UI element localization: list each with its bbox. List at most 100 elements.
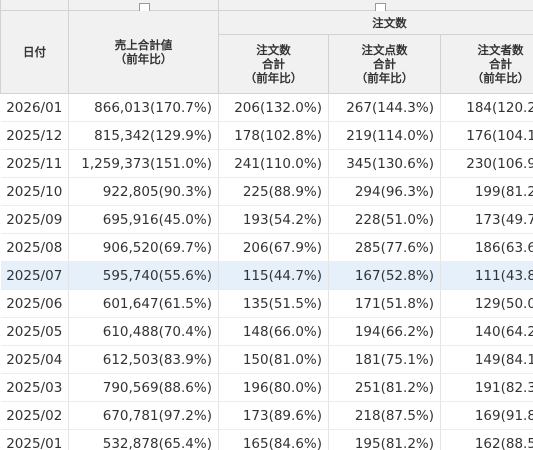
table-row[interactable]: 2025/04 612,503(83.9%) 150(81.0%) 181(75.1%…: [0, 345, 533, 374]
cell-date: 2025/09: [0, 205, 69, 234]
cell-sales: 532,878(65.4%): [68, 429, 219, 450]
cell-date: 2025/02: [0, 401, 69, 430]
column-toggle-checkbox[interactable]: [139, 3, 150, 11]
table-row[interactable]: 2025/01 532,878(65.4%) 165(84.6%) 195(81.2%…: [0, 429, 533, 450]
header-line: （前年比）: [355, 71, 414, 85]
table-row[interactable]: 2025/08 906,520(69.7%) 206(67.9%) 285(77.6%…: [0, 233, 533, 262]
table-row[interactable]: 2025/07 595,740(55.6%) 115(44.7%) 167(52.8%…: [0, 261, 533, 290]
header-line: 合計: [373, 57, 396, 71]
cell-orders: 178(102.8%): [218, 121, 329, 150]
cell-date: 2025/10: [0, 177, 69, 206]
cell-customers: 140(64.2%): [440, 317, 533, 346]
table-row[interactable]: 2025/12 815,342(129.9%) 178(102.8%) 219(114…: [0, 121, 533, 150]
cell-customers: 169(91.8%): [440, 401, 533, 430]
cell-items: 294(96.3%): [328, 177, 441, 206]
table-row[interactable]: 2025/09 695,916(45.0%) 193(54.2%) 228(51.0%…: [0, 205, 533, 234]
cell-customers: 129(50.0%): [440, 289, 533, 318]
cell-items: 251(81.2%): [328, 373, 441, 402]
cell-orders: 196(80.0%): [218, 373, 329, 402]
table-row[interactable]: 2025/05 610,488(70.4%) 148(66.0%) 194(66.2%…: [0, 317, 533, 346]
cell-sales: 610,488(70.4%): [68, 317, 219, 346]
column-toggle-checkbox[interactable]: [375, 3, 386, 11]
table-row[interactable]: 2025/10 922,805(90.3%) 225(88.9%) 294(96.3%…: [0, 177, 533, 206]
header-stub: [68, 0, 219, 11]
cell-customers: 162(88.5%): [440, 429, 533, 450]
cell-items: 167(52.8%): [328, 261, 441, 290]
column-header-sales-line1: 売上合計値: [114, 38, 173, 52]
cell-date: 2025/01: [0, 429, 69, 450]
table-row[interactable]: 2026/01 866,013(170.7%) 206(132.0%) 267(144…: [0, 93, 533, 122]
cell-items: 195(81.2%): [328, 429, 441, 450]
cell-customers: 173(49.7%): [440, 205, 533, 234]
cell-sales: 790,569(88.6%): [68, 373, 219, 402]
header-line: 注文数: [256, 43, 291, 57]
cell-items: 228(51.0%): [328, 205, 441, 234]
cell-sales: 670,781(97.2%): [68, 401, 219, 430]
cell-customers: 149(84.1%): [440, 345, 533, 374]
column-header-orders-total[interactable]: 注文数 合計 （前年比）: [218, 34, 329, 94]
cell-date: 2026/01: [0, 93, 69, 122]
header-stub: [217, 0, 533, 11]
cell-customers: 230(106.9%): [440, 149, 533, 178]
cell-items: 345(130.6%): [328, 149, 441, 178]
cell-sales: 866,013(170.7%): [68, 93, 219, 122]
cell-orders: 173(89.6%): [218, 401, 329, 430]
cell-date: 2025/05: [0, 317, 69, 346]
cell-date: 2025/12: [0, 121, 69, 150]
cell-sales: 695,916(45.0%): [68, 205, 219, 234]
header-line: （前年比）: [471, 71, 530, 85]
header-line: （前年比）: [244, 71, 303, 85]
cell-orders: 150(81.0%): [218, 345, 329, 374]
cell-items: 219(114.0%): [328, 121, 441, 150]
cell-items: 267(144.3%): [328, 93, 441, 122]
table-row[interactable]: 2025/11 1,259,373(151.0%) 241(110.0%) 345(1…: [0, 149, 533, 178]
cell-sales: 815,342(129.9%): [68, 121, 219, 150]
cell-orders: 193(54.2%): [218, 205, 329, 234]
cell-sales: 922,805(90.3%): [68, 177, 219, 206]
cell-customers: 191(82.3%): [440, 373, 533, 402]
cell-orders: 115(44.7%): [218, 261, 329, 290]
cell-date: 2025/06: [0, 289, 69, 318]
cell-sales: 612,503(83.9%): [68, 345, 219, 374]
column-header-order-items-total[interactable]: 注文点数 合計 （前年比）: [328, 34, 441, 94]
cell-date: 2025/08: [0, 233, 69, 262]
cell-sales: 601,647(61.5%): [68, 289, 219, 318]
cell-sales: 906,520(69.7%): [68, 233, 219, 262]
table-row[interactable]: 2025/02 670,781(97.2%) 173(89.6%) 218(87.5%…: [0, 401, 533, 430]
cell-items: 218(87.5%): [328, 401, 441, 430]
cell-orders: 206(67.9%): [218, 233, 329, 262]
cell-customers: 111(43.8%): [440, 261, 533, 290]
cell-orders: 206(132.0%): [218, 93, 329, 122]
column-group-orders: 注文数: [217, 10, 533, 35]
cell-date: 2025/11: [0, 149, 69, 178]
header-line: 合計: [262, 57, 285, 71]
header-line: 注文点数: [361, 43, 408, 57]
cell-items: 171(51.8%): [328, 289, 441, 318]
cell-orders: 148(66.0%): [218, 317, 329, 346]
header-line: 合計: [489, 57, 512, 71]
cell-sales: 1,259,373(151.0%): [68, 149, 219, 178]
cell-customers: 186(63.6%): [440, 233, 533, 262]
cell-orders: 241(110.0%): [218, 149, 329, 178]
cell-date: 2025/07: [0, 261, 69, 290]
cell-customers: 199(81.2%): [440, 177, 533, 206]
column-header-customers-total[interactable]: 注文者数 合計 （前年比）: [439, 34, 533, 94]
cell-orders: 225(88.9%): [218, 177, 329, 206]
header-stub: [0, 0, 69, 11]
column-header-date[interactable]: 日付: [0, 10, 69, 94]
table-row[interactable]: 2025/06 601,647(61.5%) 135(51.5%) 171(51.8%…: [0, 289, 533, 318]
column-header-sales-line2: （前年比）: [114, 52, 173, 66]
cell-orders: 165(84.6%): [218, 429, 329, 450]
table-body: 2026/01 866,013(170.7%) 206(132.0%) 267(144…: [0, 93, 533, 450]
cell-date: 2025/03: [0, 373, 69, 402]
cell-orders: 135(51.5%): [218, 289, 329, 318]
cell-customers: 184(120.2%): [440, 93, 533, 122]
header-line: 注文者数: [477, 43, 524, 57]
table-row[interactable]: 2025/03 790,569(88.6%) 196(80.0%) 251(81.2%…: [0, 373, 533, 402]
cell-items: 285(77.6%): [328, 233, 441, 262]
cell-date: 2025/04: [0, 345, 69, 374]
column-header-sales[interactable]: 売上合計値 （前年比）: [68, 10, 219, 94]
cell-items: 181(75.1%): [328, 345, 441, 374]
